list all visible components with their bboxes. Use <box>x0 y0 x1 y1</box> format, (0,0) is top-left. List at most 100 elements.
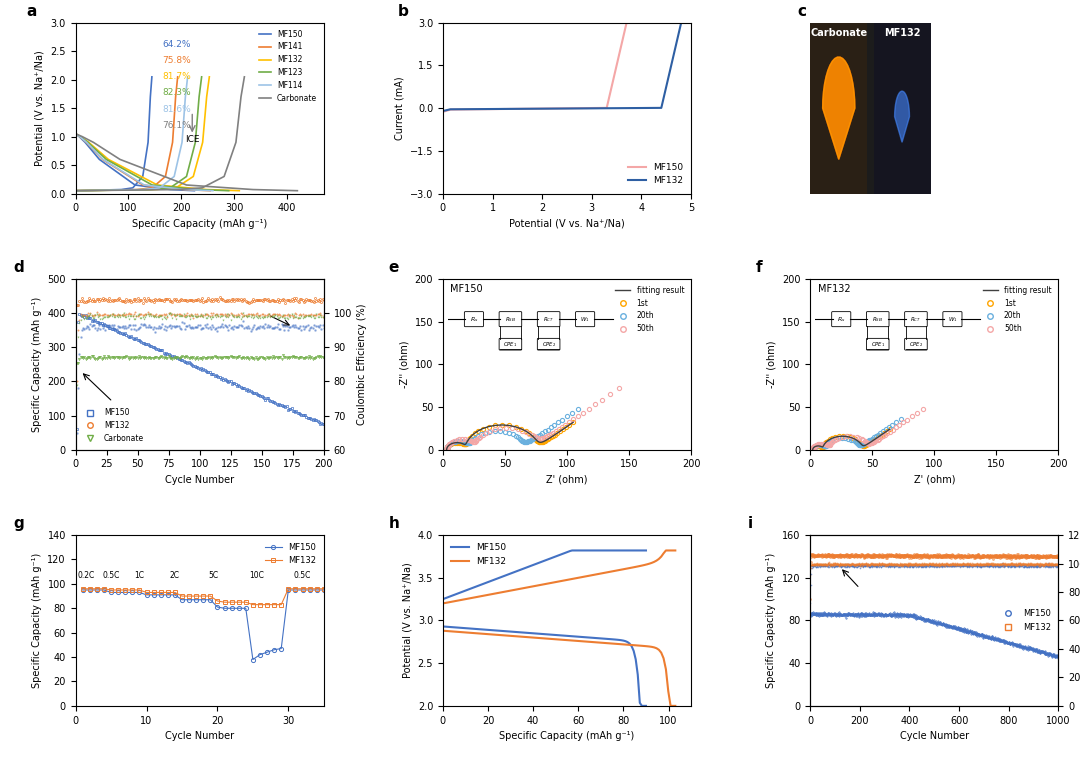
Legend: MF150, MF132: MF150, MF132 <box>996 606 1054 635</box>
MF132 <box>318 584 330 594</box>
MF132 <box>175 591 188 600</box>
MF150 <box>557 549 570 558</box>
MF132 <box>161 588 174 597</box>
MF132 <box>660 546 673 555</box>
Text: MF150: MF150 <box>450 284 483 294</box>
Line: MF150: MF150 <box>443 23 626 112</box>
MF132 <box>296 584 309 594</box>
MF132 <box>483 105 496 114</box>
MF150 <box>804 609 816 618</box>
MF132 <box>274 600 287 609</box>
MF150 <box>1002 638 1015 647</box>
Text: d: d <box>14 260 25 275</box>
MF150 <box>473 105 486 114</box>
MF132 <box>97 584 110 594</box>
Text: 81.7%: 81.7% <box>162 72 191 81</box>
MF132 <box>490 589 503 598</box>
MF150 <box>289 585 302 594</box>
MF150 <box>126 588 139 597</box>
MF150 <box>197 595 210 604</box>
MF150 <box>475 580 488 589</box>
MF150 <box>442 106 455 115</box>
MF132 <box>481 591 494 600</box>
MF150 <box>140 591 153 600</box>
MF132 <box>657 549 670 558</box>
MF150 <box>436 594 449 603</box>
Y-axis label: Potential (V vs. Na⁺/Na): Potential (V vs. Na⁺/Na) <box>35 50 45 166</box>
MF132 <box>1052 551 1065 560</box>
Text: 1C: 1C <box>134 571 145 580</box>
MF150 <box>183 595 195 604</box>
Text: h: h <box>389 516 400 531</box>
MF132 <box>974 553 987 562</box>
Text: f: f <box>756 260 762 275</box>
Y-axis label: Specific Capacity (mAh g⁻¹): Specific Capacity (mAh g⁻¹) <box>31 553 42 688</box>
X-axis label: Cycle Number: Cycle Number <box>900 731 969 741</box>
MF132 <box>83 584 96 594</box>
MF150 <box>168 591 181 600</box>
MF132 <box>458 105 471 114</box>
Text: ICE: ICE <box>185 135 200 144</box>
MF150 <box>310 585 323 594</box>
MF150 <box>318 585 330 594</box>
MF132 <box>232 597 245 606</box>
MF150 <box>83 585 96 594</box>
MF132 <box>246 600 259 609</box>
MF132 <box>211 597 224 606</box>
Text: i: i <box>748 516 753 531</box>
Y-axis label: Current (mA): Current (mA) <box>394 77 404 140</box>
MF132 <box>575 572 588 581</box>
MF132 <box>154 588 167 597</box>
MF132 <box>168 588 181 597</box>
MF132 <box>105 585 118 594</box>
Line: MF150: MF150 <box>81 588 326 662</box>
Line: MF132: MF132 <box>443 23 681 111</box>
MF132 <box>829 550 842 559</box>
Line: MF132: MF132 <box>443 550 675 603</box>
Text: 2C: 2C <box>170 571 180 580</box>
MF150 <box>303 585 316 594</box>
Text: 82.3%: 82.3% <box>162 88 191 97</box>
MF150 <box>211 603 224 612</box>
MF132 <box>436 106 449 115</box>
Y-axis label: Coulombic Efficiency (%): Coulombic Efficiency (%) <box>357 304 367 425</box>
Bar <box>810 23 931 194</box>
Text: 76.1%: 76.1% <box>162 121 191 130</box>
MF132 <box>580 104 593 113</box>
MF132 <box>997 551 1010 560</box>
MF150 <box>190 595 203 604</box>
MF132 <box>282 584 295 594</box>
MF150 <box>282 585 295 594</box>
MF132 <box>254 600 267 609</box>
MF132 <box>556 576 569 585</box>
MF150 <box>274 644 287 653</box>
Line: MF150: MF150 <box>443 550 646 599</box>
Line: MF132: MF132 <box>81 587 326 606</box>
Polygon shape <box>823 57 855 159</box>
Y-axis label: -Z'' (ohm): -Z'' (ohm) <box>400 341 409 388</box>
MF150 <box>625 546 638 555</box>
MF150 <box>829 610 842 619</box>
Legend: MF150, MF132: MF150, MF132 <box>624 159 687 189</box>
Text: 0.2C: 0.2C <box>78 571 95 580</box>
MF150 <box>97 585 110 594</box>
MF132 <box>659 86 672 95</box>
MF132 <box>119 585 132 594</box>
MF132 <box>190 591 203 600</box>
MF150 <box>119 588 132 597</box>
X-axis label: Z' (ohm): Z' (ohm) <box>546 475 588 485</box>
MF132 <box>904 553 917 562</box>
MF150 <box>268 645 281 654</box>
MF132 <box>126 585 139 594</box>
Polygon shape <box>823 57 855 159</box>
Text: e: e <box>389 260 399 275</box>
MF132 <box>1002 550 1015 559</box>
MF132 <box>197 591 210 600</box>
MF150 <box>807 607 820 616</box>
MF150 <box>218 603 231 613</box>
MF132 <box>675 18 688 27</box>
MF150 <box>639 546 652 555</box>
Legend: MF150, MF132, Carbonate: MF150, MF132, Carbonate <box>80 405 147 446</box>
MF150 <box>1052 653 1065 662</box>
MF150 <box>605 82 618 91</box>
